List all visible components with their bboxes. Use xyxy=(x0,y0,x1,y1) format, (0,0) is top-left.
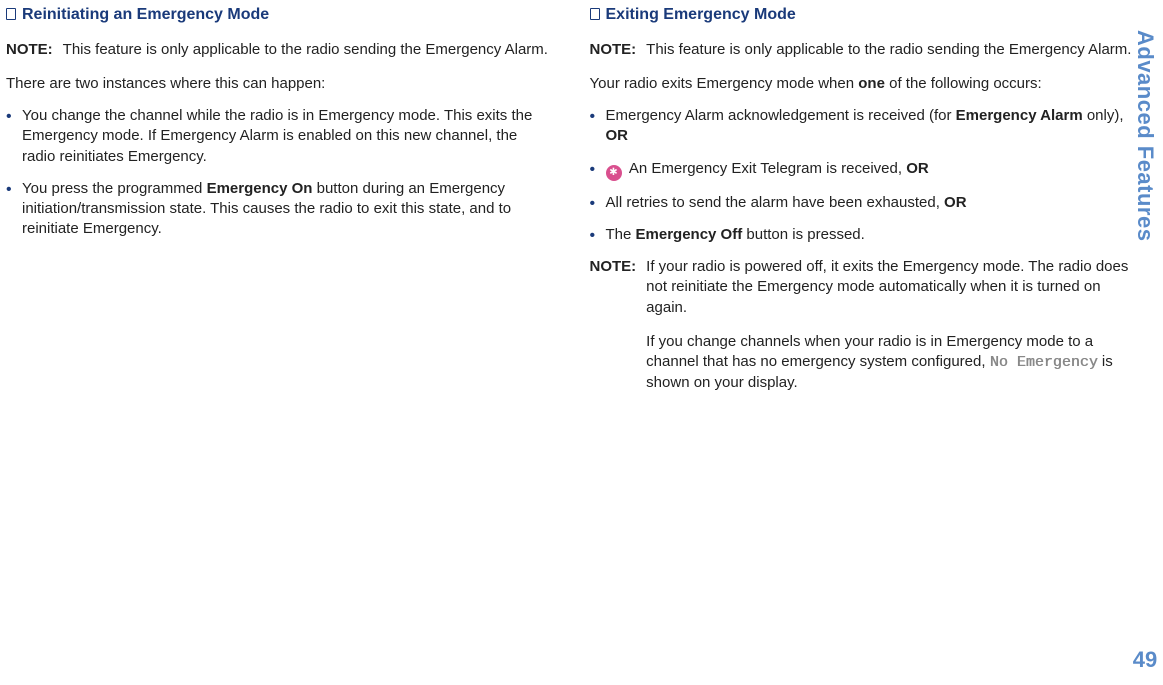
bold-text: OR xyxy=(606,127,629,144)
note-label: NOTE: xyxy=(590,257,637,394)
intro-text: of the following occurs: xyxy=(885,75,1042,92)
list-item: An Emergency Exit Telegram is received, … xyxy=(590,159,1134,181)
note-label: NOTE: xyxy=(6,40,53,60)
note-label: NOTE: xyxy=(590,40,637,60)
left-column: Reinitiating an Emergency Mode NOTE: Thi… xyxy=(6,0,550,408)
bold-text: OR xyxy=(944,194,967,211)
display-text: No Emergency xyxy=(990,354,1098,371)
right-note: NOTE: This feature is only applicable to… xyxy=(590,40,1134,60)
bullet-text: Emergency Alarm acknowledgement is recei… xyxy=(606,107,956,124)
bold-text: OR xyxy=(906,160,929,177)
bullet-text: All retries to send the alarm have been … xyxy=(606,194,945,211)
heading-box-icon xyxy=(6,8,16,20)
bullet-text: You change the channel while the radio i… xyxy=(22,107,532,165)
page-number: 49 xyxy=(1133,645,1157,675)
list-item: The Emergency Off button is pressed. xyxy=(590,225,1134,245)
note-body: If your radio is powered off, it exits t… xyxy=(646,257,1133,394)
list-item: All retries to send the alarm have been … xyxy=(590,193,1134,213)
bold-text: one xyxy=(858,75,885,92)
page-content: Reinitiating an Emergency Mode NOTE: Thi… xyxy=(0,0,1163,408)
right-heading-text: Exiting Emergency Mode xyxy=(606,6,796,23)
heading-box-icon xyxy=(590,8,600,20)
bullet-text: only), xyxy=(1083,107,1124,124)
note-paragraph: If your radio is powered off, it exits t… xyxy=(646,257,1133,318)
note-text: This feature is only applicable to the r… xyxy=(63,40,548,60)
right-intro: Your radio exits Emergency mode when one… xyxy=(590,74,1134,94)
left-note: NOTE: This feature is only applicable to… xyxy=(6,40,550,60)
bullet-text: An Emergency Exit Telegram is received, xyxy=(626,160,907,177)
sidebar: Advanced Features 49 xyxy=(1127,30,1163,675)
right-heading: Exiting Emergency Mode xyxy=(590,4,1134,26)
right-bullet-list: Emergency Alarm acknowledgement is recei… xyxy=(590,106,1134,245)
right-column: Exiting Emergency Mode NOTE: This featur… xyxy=(590,0,1134,408)
bold-text: Emergency Alarm xyxy=(956,107,1083,124)
list-item: You press the programmed Emergency On bu… xyxy=(6,179,550,240)
bullet-text: The xyxy=(606,226,636,243)
list-item: You change the channel while the radio i… xyxy=(6,106,550,167)
left-heading-text: Reinitiating an Emergency Mode xyxy=(22,6,269,23)
list-item: Emergency Alarm acknowledgement is recei… xyxy=(590,106,1134,147)
bold-text: Emergency Off xyxy=(636,226,743,243)
bullet-text: button is pressed. xyxy=(742,226,865,243)
left-intro: There are two instances where this can h… xyxy=(6,74,550,94)
bold-text: Emergency On xyxy=(207,180,313,197)
sidebar-title: Advanced Features xyxy=(1130,30,1160,241)
right-note-2: NOTE: If your radio is powered off, it e… xyxy=(590,257,1134,394)
intro-text: Your radio exits Emergency mode when xyxy=(590,75,859,92)
bullet-text: You press the programmed xyxy=(22,180,207,197)
note-paragraph: If you change channels when your radio i… xyxy=(646,332,1133,394)
left-bullet-list: You change the channel while the radio i… xyxy=(6,106,550,240)
left-heading: Reinitiating an Emergency Mode xyxy=(6,4,550,26)
note-text: This feature is only applicable to the r… xyxy=(646,40,1131,60)
emergency-icon xyxy=(606,165,622,181)
